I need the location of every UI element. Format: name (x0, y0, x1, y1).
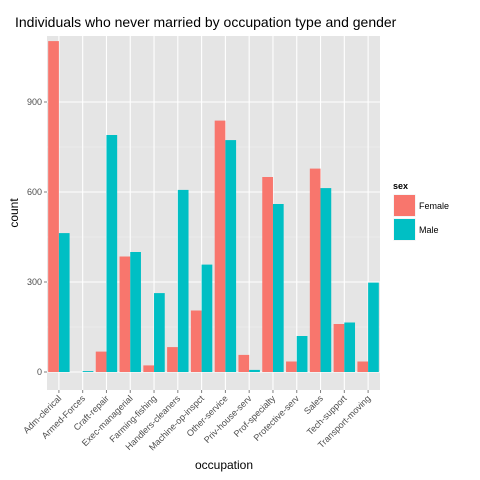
y-tick-label: 600 (27, 187, 42, 197)
bar-male-prof-specialty (272, 204, 284, 372)
bar-female-sales (309, 168, 321, 372)
chart-title: Individuals who never married by occupat… (15, 14, 397, 30)
bar-female-prof-specialty (262, 177, 273, 372)
bar-male-protective-serv (296, 336, 308, 372)
bar-female-craft-repair (95, 351, 107, 372)
bar-female-priv-house-serv (238, 354, 250, 372)
y-tick-label: 0 (37, 367, 42, 377)
y-axis-title: count (7, 198, 21, 228)
legend: sex Female Male (392, 181, 449, 242)
bar-female-adm-clerical (48, 41, 59, 372)
y-tick-label: 900 (27, 97, 42, 107)
bar-male-handlers-cleaners (177, 189, 189, 372)
bar-female-tech-support (333, 324, 345, 372)
bar-female-handlers-cleaners (167, 347, 178, 372)
bar-male-other-service (225, 140, 237, 372)
x-axis-title: occupation (195, 458, 253, 472)
bar-male-transport-moving (368, 282, 379, 372)
bar-male-craft-repair (106, 135, 118, 372)
x-axis-ticks: Adm-clericalArmed-ForcesCraft-repairExec… (21, 390, 373, 452)
bar-male-tech-support (344, 322, 356, 372)
legend-key-female (394, 195, 415, 216)
bar-female-protective-serv (286, 361, 297, 372)
legend-title: sex (393, 181, 408, 191)
y-tick-label: 300 (27, 277, 42, 287)
legend-key-male (394, 219, 415, 240)
legend-label-female: Female (419, 201, 449, 211)
bar-male-farming-fishing (154, 293, 165, 372)
bar-female-other-service (214, 120, 226, 372)
bar-male-machine-op-inspct (201, 264, 213, 372)
bar-male-exec-managerial (130, 252, 141, 372)
bar-female-machine-op-inspct (190, 310, 202, 372)
bar-male-armed-forces (82, 371, 94, 372)
bar-male-adm-clerical (58, 233, 70, 372)
bar-female-exec-managerial (119, 256, 131, 372)
y-axis-ticks: 0 300 600 900 (27, 97, 47, 377)
legend-label-male: Male (419, 225, 439, 235)
bars (48, 41, 379, 372)
bar-female-farming-fishing (143, 365, 155, 372)
bar-male-priv-house-serv (249, 369, 260, 372)
bar-male-sales (320, 188, 332, 372)
bar-female-transport-moving (357, 361, 369, 372)
